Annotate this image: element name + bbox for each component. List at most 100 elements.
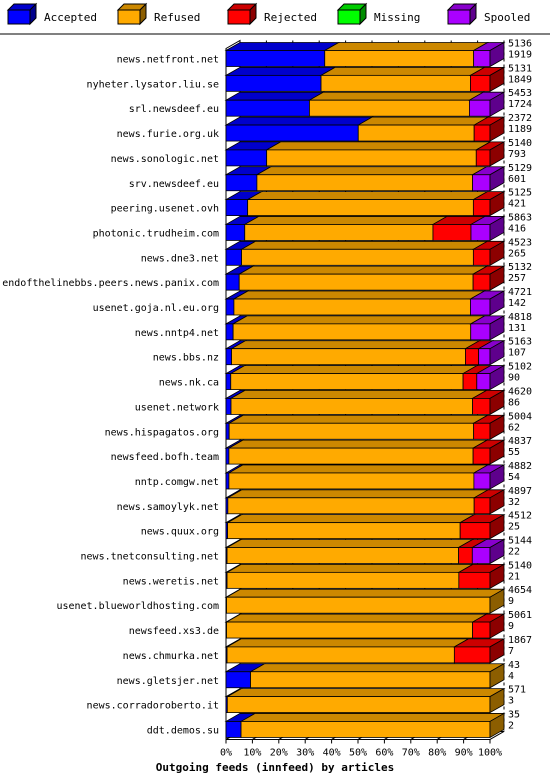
bar-segment (472, 397, 491, 415)
legend-label: Rejected (264, 11, 317, 24)
bar-segment (225, 149, 268, 167)
bar-segment (470, 224, 491, 241)
bar-segment (473, 124, 491, 142)
bar-segment (225, 472, 230, 490)
total-label: 5125 (508, 188, 532, 199)
bar-segment (469, 99, 491, 117)
bar-segment-side (489, 340, 505, 366)
accepted-label: 62 (508, 422, 520, 433)
bar-segment (232, 323, 472, 341)
bar-segment (472, 248, 491, 266)
bar-segment (226, 571, 460, 589)
total-label: 5004 (508, 411, 532, 422)
bar-segment (240, 721, 491, 738)
host-label: photonic.trudheim.com (93, 228, 219, 239)
x-tick-label: 10% (243, 747, 261, 758)
bar-segment-top (265, 141, 492, 151)
total-label: 2372 (508, 113, 532, 124)
bar-row (224, 439, 506, 465)
total-label: 4654 (508, 585, 532, 596)
bar-segment-top (227, 439, 489, 449)
host-label: peering.usenet.ovh (111, 204, 219, 215)
bar-segment (459, 522, 491, 540)
bar-segment (225, 174, 258, 192)
bar-segment-side (489, 513, 505, 540)
x-axis: 0% 10% 20% 30% 40% 50% 60% 70% 80% 90% 100% (220, 738, 502, 758)
accepted-label: 416 (508, 223, 526, 234)
bar-segment (309, 99, 470, 117)
legend: Accepted Refused Rejected Missing Spooled (6, 2, 530, 26)
bar-segment (478, 348, 491, 366)
bars (224, 41, 506, 739)
accepted-label: 9 (508, 596, 514, 607)
bar-row (224, 41, 506, 68)
host-label: endofthelinebbs.peers.news.panix.com (2, 278, 219, 289)
x-tick-label: 50% (349, 747, 367, 758)
bar-segment (226, 621, 473, 639)
bar-segment-top (237, 265, 489, 275)
accepted-label: 1849 (508, 74, 532, 85)
accepted-label: 2 (508, 720, 514, 731)
host-label: news.gletsjer.net (117, 676, 219, 687)
bar-segment-side (489, 414, 505, 440)
bar-segment (230, 397, 473, 415)
bar-segment-top (230, 340, 481, 350)
total-label: 5163 (508, 337, 532, 348)
accepted-label: 90 (508, 373, 520, 384)
accepted-label: 55 (508, 447, 520, 458)
legend-swatch (7, 9, 31, 25)
bar-segment (225, 298, 235, 316)
bar-segment-side (489, 166, 505, 192)
bar-segment-top (224, 116, 374, 126)
total-label: 1867 (508, 635, 532, 646)
bar-segment (244, 224, 434, 241)
bar-segment-top (225, 638, 470, 648)
bar-row (224, 215, 506, 242)
bar-segment (225, 248, 242, 266)
legend-swatch (117, 9, 141, 25)
bar-row (224, 538, 506, 565)
bar-segment (225, 50, 326, 67)
bar-segment (472, 447, 491, 465)
bar-segment-side (489, 439, 505, 465)
host-label: usenet.goja.nl.eu.org (93, 303, 219, 314)
grid-line-diagonal (489, 731, 505, 740)
bar-row (224, 315, 506, 341)
bar-segment-side (489, 712, 505, 739)
bar-segment-top (224, 42, 341, 51)
total-label: 5453 (508, 88, 532, 99)
bar-segment (472, 199, 491, 217)
total-label: 5144 (508, 536, 532, 547)
bar-segment-top (224, 66, 337, 76)
host-label: news.sonologic.net (111, 154, 219, 165)
host-label: news.chmurka.net (123, 651, 219, 662)
bar-row (224, 166, 506, 192)
bar-segment (230, 373, 464, 390)
legend-label: Accepted (44, 11, 97, 24)
x-tick-label: 60% (375, 747, 393, 758)
bar-segment-side (489, 538, 505, 565)
bar-segment (225, 397, 232, 415)
bar-segment-top (227, 414, 490, 424)
bar-segment (475, 149, 491, 167)
bar-segment-side (489, 464, 505, 490)
x-tick-label: 70% (402, 747, 420, 758)
bar-segment-top (356, 116, 490, 126)
bar-segment-side (489, 563, 505, 590)
bar-segment-top (232, 290, 486, 300)
bar-segment-side (489, 66, 505, 93)
host-label: news.weretis.net (123, 576, 219, 587)
host-label: nntp.comgw.net (135, 477, 219, 488)
x-tick-label: 40% (323, 747, 341, 758)
host-label: srl.newsdeef.eu (129, 104, 219, 115)
total-label: 4721 (508, 287, 532, 298)
bar-segment-top (225, 613, 489, 623)
bar-segment (473, 497, 491, 515)
bar-segment-side (489, 638, 505, 664)
bar-row (224, 66, 506, 93)
bar-segment-top (225, 539, 475, 548)
bar-row (224, 141, 506, 167)
bar-row (224, 489, 506, 515)
accepted-label: 265 (508, 248, 526, 259)
